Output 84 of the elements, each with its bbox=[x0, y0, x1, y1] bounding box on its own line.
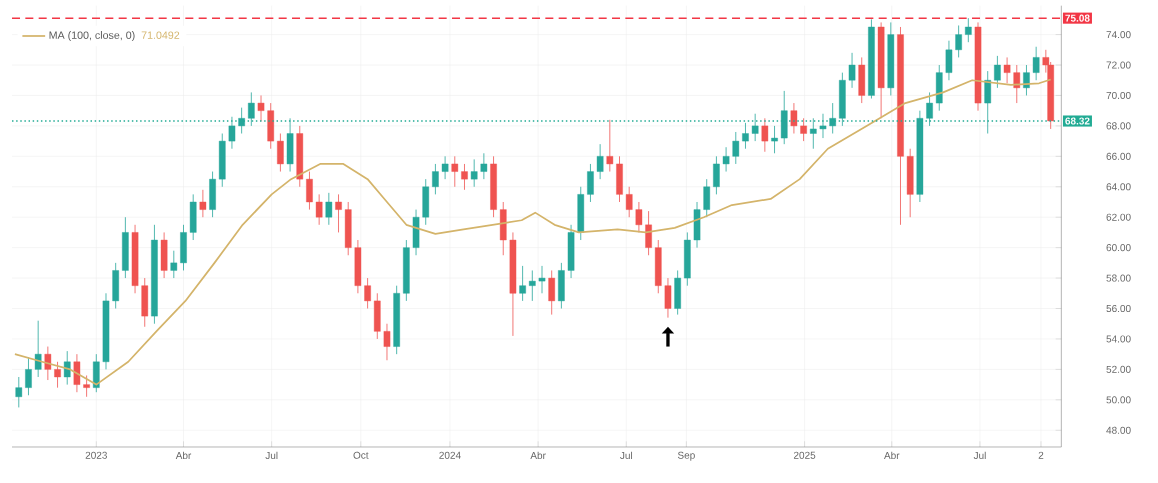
x-tick-label: Abr bbox=[175, 451, 192, 460]
y-tick-label: 52.00 bbox=[1106, 365, 1131, 373]
candlestick bbox=[15, 376, 23, 408]
x-tick-label: 2023 bbox=[85, 451, 107, 459]
candlestick bbox=[529, 270, 536, 302]
candlestick bbox=[25, 356, 32, 396]
candlestick bbox=[325, 192, 333, 226]
x-tick-label: Sep bbox=[677, 451, 695, 461]
candlestick bbox=[461, 163, 468, 191]
y-tick-label: 60.00 bbox=[1106, 244, 1131, 252]
candlestick bbox=[664, 277, 672, 319]
candlestick bbox=[587, 163, 594, 203]
candlestick bbox=[790, 102, 798, 134]
candlestick bbox=[606, 119, 614, 172]
candlestick bbox=[955, 25, 962, 58]
y-tick-label: 62.00 bbox=[1106, 213, 1131, 221]
candlestick bbox=[257, 95, 265, 122]
x-tick-label: Jul bbox=[620, 451, 633, 460]
y-tick-label: 70.00 bbox=[1106, 91, 1131, 99]
y-tick-label: 72.00 bbox=[1106, 61, 1131, 69]
y-tick-label: 64.00 bbox=[1106, 183, 1131, 191]
line-series bbox=[14, 78, 1052, 386]
x-tick-label: Oct bbox=[353, 451, 369, 459]
candlestick bbox=[364, 277, 371, 309]
candlestick bbox=[170, 250, 178, 279]
candlestick bbox=[470, 158, 478, 188]
y-tick-label: 68.00 bbox=[1106, 122, 1131, 130]
ref-line-label: 75.08 bbox=[1065, 14, 1090, 22]
x-tick-label: 2025 bbox=[793, 451, 816, 459]
y-tick-label: 74.00 bbox=[1106, 31, 1131, 39]
candlestick bbox=[548, 270, 555, 315]
candlestick bbox=[199, 189, 207, 218]
x-tick-label: 2 bbox=[1038, 451, 1044, 459]
x-tick-label: Abr bbox=[884, 451, 900, 460]
x-tick-label: 2024 bbox=[439, 451, 461, 459]
candlestick bbox=[742, 122, 749, 150]
candlestick bbox=[945, 40, 953, 81]
candlestick bbox=[722, 146, 730, 172]
candlestick bbox=[965, 17, 972, 43]
candlestick bbox=[771, 125, 778, 154]
candlestick bbox=[277, 133, 284, 172]
candlestick bbox=[480, 152, 488, 180]
candlestick bbox=[34, 320, 42, 378]
candlestick bbox=[73, 353, 81, 393]
candlestick bbox=[63, 350, 71, 386]
candlestick bbox=[1013, 64, 1021, 104]
ref-line-label: 68.32 bbox=[1065, 117, 1090, 125]
candlestick bbox=[1023, 64, 1030, 96]
candlestick bbox=[383, 323, 391, 361]
candlestick bbox=[519, 265, 526, 302]
candlestick bbox=[703, 178, 711, 218]
y-tick-label: 48.00 bbox=[1106, 426, 1131, 434]
candlestick bbox=[538, 265, 546, 294]
candlestick bbox=[761, 117, 769, 153]
candlestick bbox=[54, 361, 61, 389]
candlestick bbox=[848, 52, 856, 89]
candlestick bbox=[994, 55, 1001, 89]
y-tick-label: 54.00 bbox=[1106, 335, 1131, 343]
legend-label: MA (100, close, 0) bbox=[49, 31, 135, 42]
candlestick bbox=[625, 186, 633, 218]
y-tick-label: 56.00 bbox=[1106, 304, 1131, 313]
y-tick-label: 58.00 bbox=[1106, 274, 1131, 282]
candlestick bbox=[645, 210, 652, 256]
candlestick bbox=[306, 171, 313, 210]
candlestick bbox=[44, 346, 52, 381]
candlestick bbox=[732, 131, 740, 165]
candlestick bbox=[596, 143, 604, 180]
candlestick bbox=[432, 163, 439, 195]
x-tick-label: Abr bbox=[530, 451, 546, 460]
candlestick bbox=[315, 193, 323, 226]
candlestick bbox=[335, 193, 342, 233]
candlestick bbox=[441, 155, 449, 180]
candlestick bbox=[83, 375, 90, 398]
x-tick-label: Jul bbox=[265, 451, 278, 460]
candlestick bbox=[635, 201, 643, 233]
candlestick bbox=[1032, 46, 1040, 81]
candlestick bbox=[713, 155, 720, 195]
y-tick-label: 50.00 bbox=[1106, 396, 1131, 404]
candlestick bbox=[1003, 57, 1011, 84]
annotation: 71.0492 bbox=[141, 31, 180, 39]
x-tick-label: Jul bbox=[973, 451, 986, 460]
y-tick-label: 66.00 bbox=[1106, 152, 1131, 160]
candlestick bbox=[451, 155, 459, 188]
candlestick bbox=[800, 117, 807, 142]
